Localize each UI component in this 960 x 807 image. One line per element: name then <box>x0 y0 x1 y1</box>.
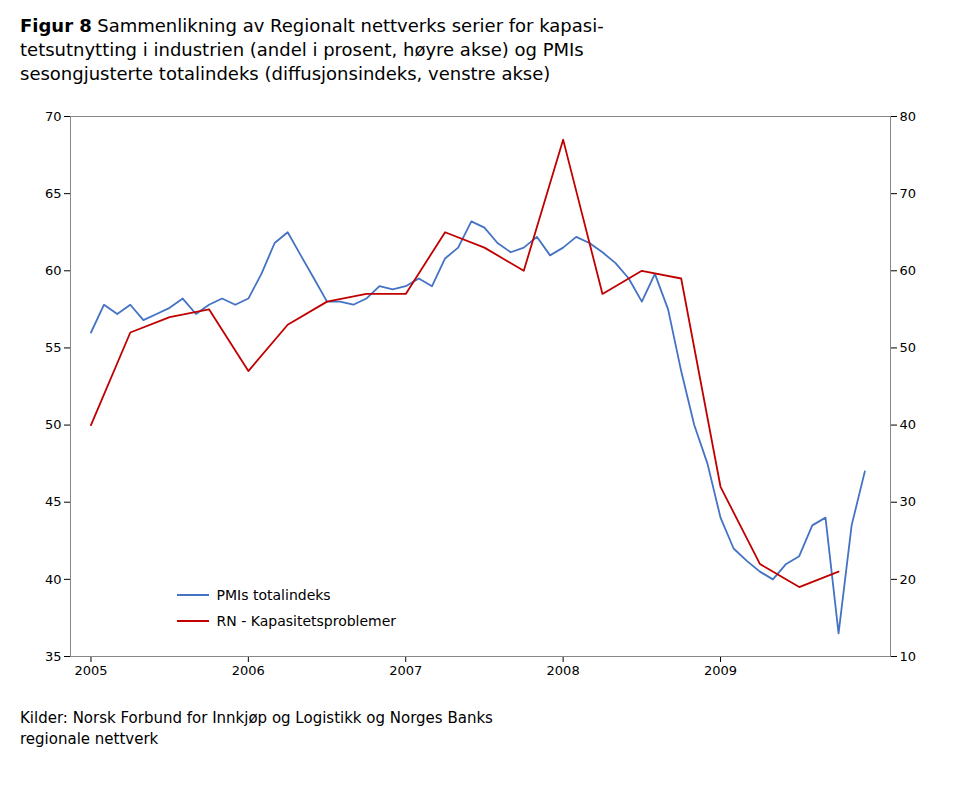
svg-text:30: 30 <box>900 494 917 509</box>
svg-text:55: 55 <box>45 340 62 355</box>
svg-text:2009: 2009 <box>704 663 737 678</box>
svg-text:2008: 2008 <box>547 663 580 678</box>
svg-text:50: 50 <box>45 417 62 432</box>
svg-text:50: 50 <box>900 340 917 355</box>
svg-text:70: 70 <box>45 109 62 124</box>
svg-text:35: 35 <box>45 649 62 664</box>
svg-text:2006: 2006 <box>232 663 265 678</box>
svg-text:60: 60 <box>45 263 62 278</box>
html-text:sesongjusterte totalindeks (di: sesongjusterte totalindeks (diffusjonsin… <box>20 63 551 84</box>
svg-text:80: 80 <box>900 109 917 124</box>
svg-text:40: 40 <box>900 417 917 432</box>
html-text:Figur 8 Sammenlikning av Regio: Figur 8 Sammenlikning av Regionalt nettv… <box>20 15 604 36</box>
html-text:PMIs totalindeks: PMIs totalindeks <box>216 587 331 604</box>
svg-text:70: 70 <box>900 186 917 201</box>
html-text:regionale nettverk: regionale nettverk <box>20 730 159 748</box>
svg-text:2005: 2005 <box>74 663 107 678</box>
svg-text:65: 65 <box>45 186 62 201</box>
svg-text:60: 60 <box>900 263 917 278</box>
svg-text:2007: 2007 <box>389 663 422 678</box>
svg-text:20: 20 <box>900 572 917 587</box>
html-text:RN - Kapasitetsproblemer: RN - Kapasitetsproblemer <box>216 613 397 630</box>
html-text:Kilder: Norsk Forbund for Innk: Kilder: Norsk Forbund for Innkjøp og Log… <box>20 709 493 727</box>
html-text:tetsutnytting i industrien (an: tetsutnytting i industrien (andel i pros… <box>20 39 584 60</box>
svg-text:40: 40 <box>45 572 62 587</box>
svg-text:45: 45 <box>45 494 62 509</box>
svg-text:10: 10 <box>900 649 917 664</box>
